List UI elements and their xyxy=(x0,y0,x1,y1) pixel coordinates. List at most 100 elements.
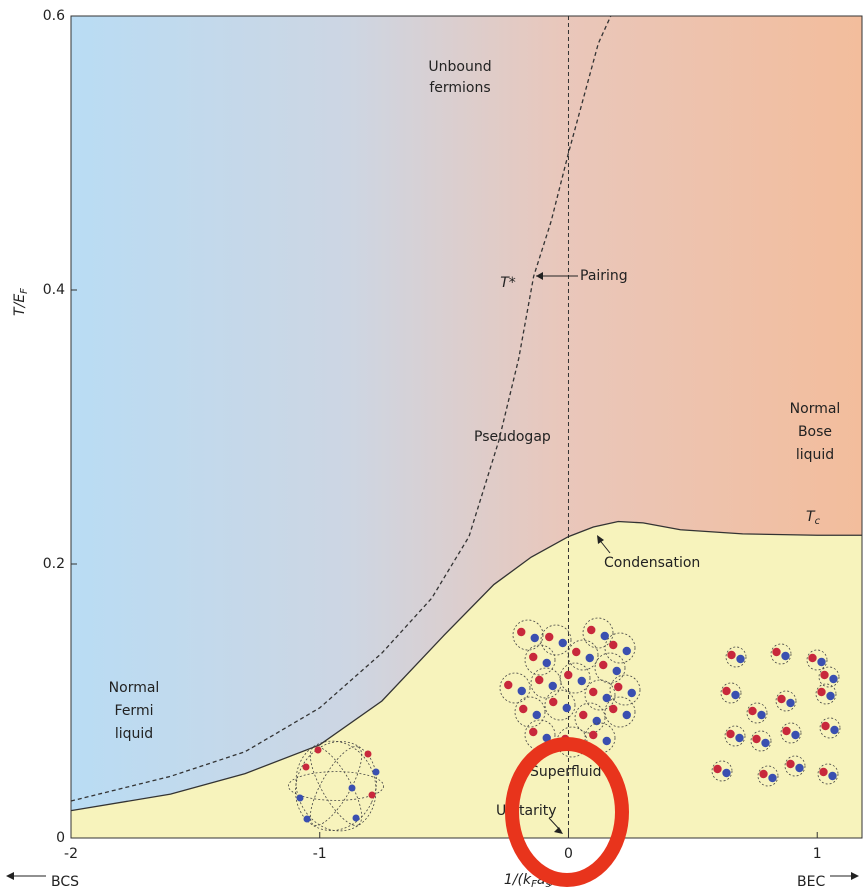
fermion xyxy=(609,641,617,649)
fermion xyxy=(791,731,799,739)
fermion xyxy=(349,785,356,792)
fermion xyxy=(623,647,631,655)
x-tick-label: 0 xyxy=(564,846,573,862)
fermion xyxy=(781,652,789,660)
fermion xyxy=(614,683,622,691)
annotation: Fermi xyxy=(115,703,154,719)
fermion xyxy=(795,764,803,772)
fermion xyxy=(303,764,310,771)
y-tick-label: 0.6 xyxy=(43,8,65,24)
fermion xyxy=(559,639,567,647)
fermion xyxy=(589,731,597,739)
fermion xyxy=(761,739,769,747)
fermion xyxy=(603,694,611,702)
annotation: Unbound xyxy=(428,59,491,75)
fermion xyxy=(535,676,543,684)
fermion xyxy=(808,654,816,662)
annotation: BCS xyxy=(51,874,79,890)
annotation: liquid xyxy=(115,726,153,742)
fermion xyxy=(613,667,621,675)
fermion xyxy=(533,711,541,719)
fermion xyxy=(587,626,595,634)
fermion xyxy=(519,705,527,713)
fermion xyxy=(529,728,537,736)
label-part: F xyxy=(19,288,30,294)
annotation: Normal xyxy=(790,401,841,417)
fermion xyxy=(748,707,756,715)
fermion xyxy=(817,658,825,666)
chart: -2 -1 0 1 0 0.2 0.4 0.6 Unbound fermions Pairin… xyxy=(0,0,864,892)
fermion xyxy=(304,816,311,823)
annotation: Bose xyxy=(798,424,832,440)
fermion xyxy=(572,648,580,656)
y-tick-label: 0.4 xyxy=(43,282,65,298)
fermion xyxy=(529,653,537,661)
fermion xyxy=(768,774,776,782)
y-axis-label: T/EF xyxy=(12,288,30,316)
fermion xyxy=(543,659,551,667)
fermion xyxy=(609,705,617,713)
fermion xyxy=(826,692,834,700)
annotation: Superfluid xyxy=(530,764,601,780)
fermion xyxy=(830,726,838,734)
fermion xyxy=(297,795,304,802)
fermion xyxy=(821,722,829,730)
fermion xyxy=(353,815,360,822)
fermion xyxy=(623,711,631,719)
fermion xyxy=(735,734,743,742)
fermion xyxy=(759,770,767,778)
fermion xyxy=(726,730,734,738)
fermion xyxy=(817,688,825,696)
label-part: 1/(k xyxy=(504,872,532,888)
annotation: Condensation xyxy=(604,555,700,571)
fermion xyxy=(819,768,827,776)
x-tick-label: -1 xyxy=(313,846,327,862)
fermion xyxy=(549,698,557,706)
annotation: Normal xyxy=(109,680,160,696)
fermion xyxy=(549,682,557,690)
label-part: T/E xyxy=(12,294,28,316)
fermion xyxy=(517,628,525,636)
fermion xyxy=(545,633,553,641)
fermion xyxy=(599,661,607,669)
fermion xyxy=(373,769,380,776)
fermion xyxy=(722,769,730,777)
fermion xyxy=(589,688,597,696)
label-part: c xyxy=(815,516,821,527)
fermion xyxy=(828,772,836,780)
fermion xyxy=(531,634,539,642)
x-tick-label: -2 xyxy=(64,846,78,862)
fermion xyxy=(713,765,721,773)
fermion xyxy=(365,751,372,758)
annotation: Pairing xyxy=(580,268,628,284)
fermion xyxy=(727,651,735,659)
fermion xyxy=(628,689,636,697)
arrowhead xyxy=(6,872,14,880)
annotation: BEC xyxy=(797,874,825,890)
arrowhead xyxy=(851,872,859,880)
fermion xyxy=(772,648,780,656)
fermion xyxy=(777,695,785,703)
fermion xyxy=(736,655,744,663)
fermion xyxy=(782,727,790,735)
fermion xyxy=(786,699,794,707)
fermion xyxy=(504,681,512,689)
fermion xyxy=(752,735,760,743)
fermion xyxy=(369,792,376,799)
fermion xyxy=(586,654,594,662)
x-tick-label: 1 xyxy=(813,846,822,862)
fermion xyxy=(563,704,571,712)
y-tick-label: 0 xyxy=(56,830,65,846)
annotation: fermions xyxy=(429,80,490,96)
y-tick-label: 0.2 xyxy=(43,556,65,572)
fermion xyxy=(757,711,765,719)
fermion xyxy=(315,747,322,754)
fermion xyxy=(579,711,587,719)
fermion xyxy=(829,675,837,683)
fermion xyxy=(578,677,586,685)
fermion xyxy=(722,687,730,695)
fermion xyxy=(518,687,526,695)
fermion xyxy=(603,737,611,745)
curve-label: T* xyxy=(500,275,516,291)
fermion xyxy=(731,691,739,699)
